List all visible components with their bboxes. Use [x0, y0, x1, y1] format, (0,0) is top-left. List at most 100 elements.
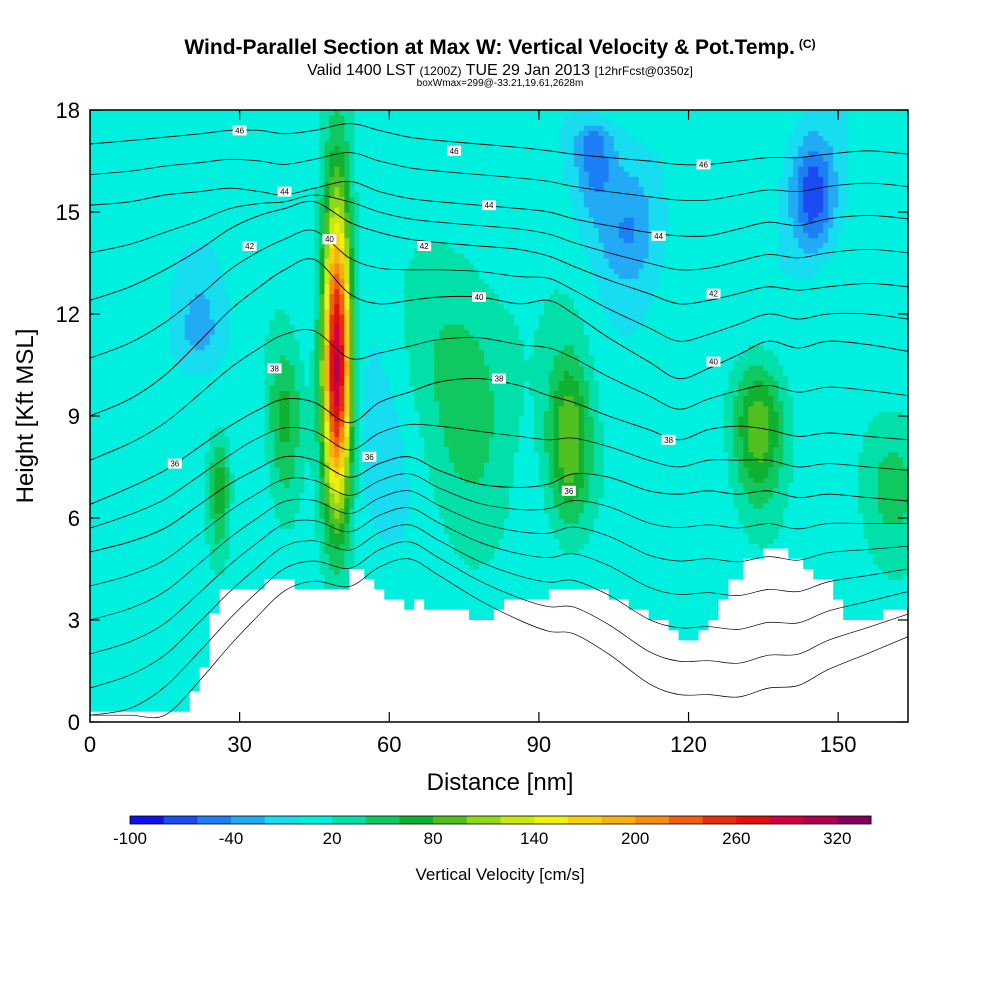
velocity-cell [229, 472, 236, 478]
velocity-cell [274, 268, 281, 274]
velocity-cell [279, 176, 286, 182]
velocity-cell [134, 594, 141, 601]
velocity-cell [90, 319, 96, 325]
velocity-cell [249, 140, 256, 147]
velocity-cell [149, 344, 156, 351]
velocity-cell [184, 115, 191, 121]
velocity-cell [149, 186, 156, 193]
velocity-cell [164, 227, 171, 233]
velocity-cell [224, 308, 231, 315]
velocity-cell [274, 110, 281, 116]
velocity-cell [249, 263, 256, 269]
velocity-cell [134, 548, 141, 555]
velocity-cell [144, 446, 151, 453]
velocity-cell [204, 426, 211, 432]
velocity-cell [189, 681, 196, 687]
velocity-cell [269, 135, 276, 142]
velocity-cell [154, 665, 161, 672]
velocity-cell [214, 472, 221, 478]
velocity-cell [149, 589, 156, 596]
velocity-cell [194, 410, 201, 417]
velocity-cell [189, 553, 196, 560]
velocity-cell [169, 201, 176, 208]
velocity-cell [214, 497, 221, 504]
velocity-cell [90, 441, 96, 448]
velocity-cell [239, 303, 246, 310]
velocity-cell [134, 589, 141, 596]
velocity-cell [279, 278, 286, 284]
velocity-cell [179, 319, 186, 325]
velocity-cell [289, 257, 296, 264]
velocity-cell [214, 150, 221, 157]
velocity-cell [269, 273, 276, 279]
velocity-cell [274, 145, 281, 152]
velocity-cell [234, 303, 241, 310]
velocity-cell [144, 232, 151, 239]
velocity-cell [129, 303, 136, 310]
velocity-cell [169, 681, 176, 687]
velocity-cell [129, 370, 136, 376]
velocity-cell [224, 354, 231, 361]
velocity-cell [139, 467, 146, 473]
velocity-cell [224, 303, 231, 310]
velocity-cell [294, 461, 301, 468]
velocity-cell [159, 390, 166, 397]
velocity-cell [119, 145, 126, 152]
velocity-cell [174, 620, 181, 626]
velocity-cell [234, 329, 241, 335]
velocity-cell [124, 375, 131, 381]
velocity-cell [274, 543, 281, 550]
velocity-cell [279, 140, 286, 147]
velocity-cell [224, 176, 231, 182]
velocity-cell [104, 370, 111, 376]
velocity-cell [279, 125, 286, 131]
velocity-cell [244, 186, 251, 193]
velocity-cell [149, 405, 156, 412]
velocity-cell [164, 461, 171, 468]
velocity-cell [269, 201, 276, 208]
velocity-cell [229, 166, 236, 172]
velocity-cell [159, 676, 166, 682]
velocity-cell [94, 365, 101, 371]
velocity-cell [274, 252, 281, 259]
velocity-cell [199, 574, 206, 580]
velocity-cell [119, 538, 126, 545]
velocity-cell [194, 421, 201, 427]
velocity-cell [239, 344, 246, 351]
velocity-cell [144, 283, 151, 290]
velocity-cell [264, 155, 271, 162]
velocity-cell [234, 252, 241, 259]
velocity-cell [154, 375, 161, 381]
velocity-cell [159, 349, 166, 356]
velocity-cell [249, 467, 256, 473]
velocity-cell [109, 344, 116, 351]
velocity-cell [149, 370, 156, 376]
velocity-cell [109, 268, 116, 274]
velocity-cell [174, 314, 181, 320]
velocity-cell [169, 257, 176, 264]
velocity-cell [209, 115, 216, 121]
velocity-cell [229, 257, 236, 264]
velocity-cell [214, 441, 221, 448]
velocity-cell [279, 553, 286, 560]
velocity-cell [119, 237, 126, 244]
velocity-cell [214, 212, 221, 218]
velocity-cell [189, 110, 196, 116]
velocity-cell [119, 130, 126, 137]
velocity-cell [284, 426, 291, 432]
velocity-cell [289, 247, 296, 254]
velocity-cell [254, 502, 261, 509]
velocity-cell [139, 584, 146, 590]
velocity-cell [94, 339, 101, 346]
velocity-cell [274, 176, 281, 182]
velocity-cell [164, 283, 171, 290]
velocity-cell [219, 161, 226, 167]
velocity-cell [239, 390, 246, 397]
velocity-cell [209, 579, 216, 585]
velocity-cell [119, 283, 126, 290]
velocity-cell [144, 671, 151, 677]
velocity-cell [90, 145, 96, 152]
velocity-cell [229, 186, 236, 193]
velocity-cell [124, 523, 131, 529]
velocity-cell [249, 268, 256, 274]
